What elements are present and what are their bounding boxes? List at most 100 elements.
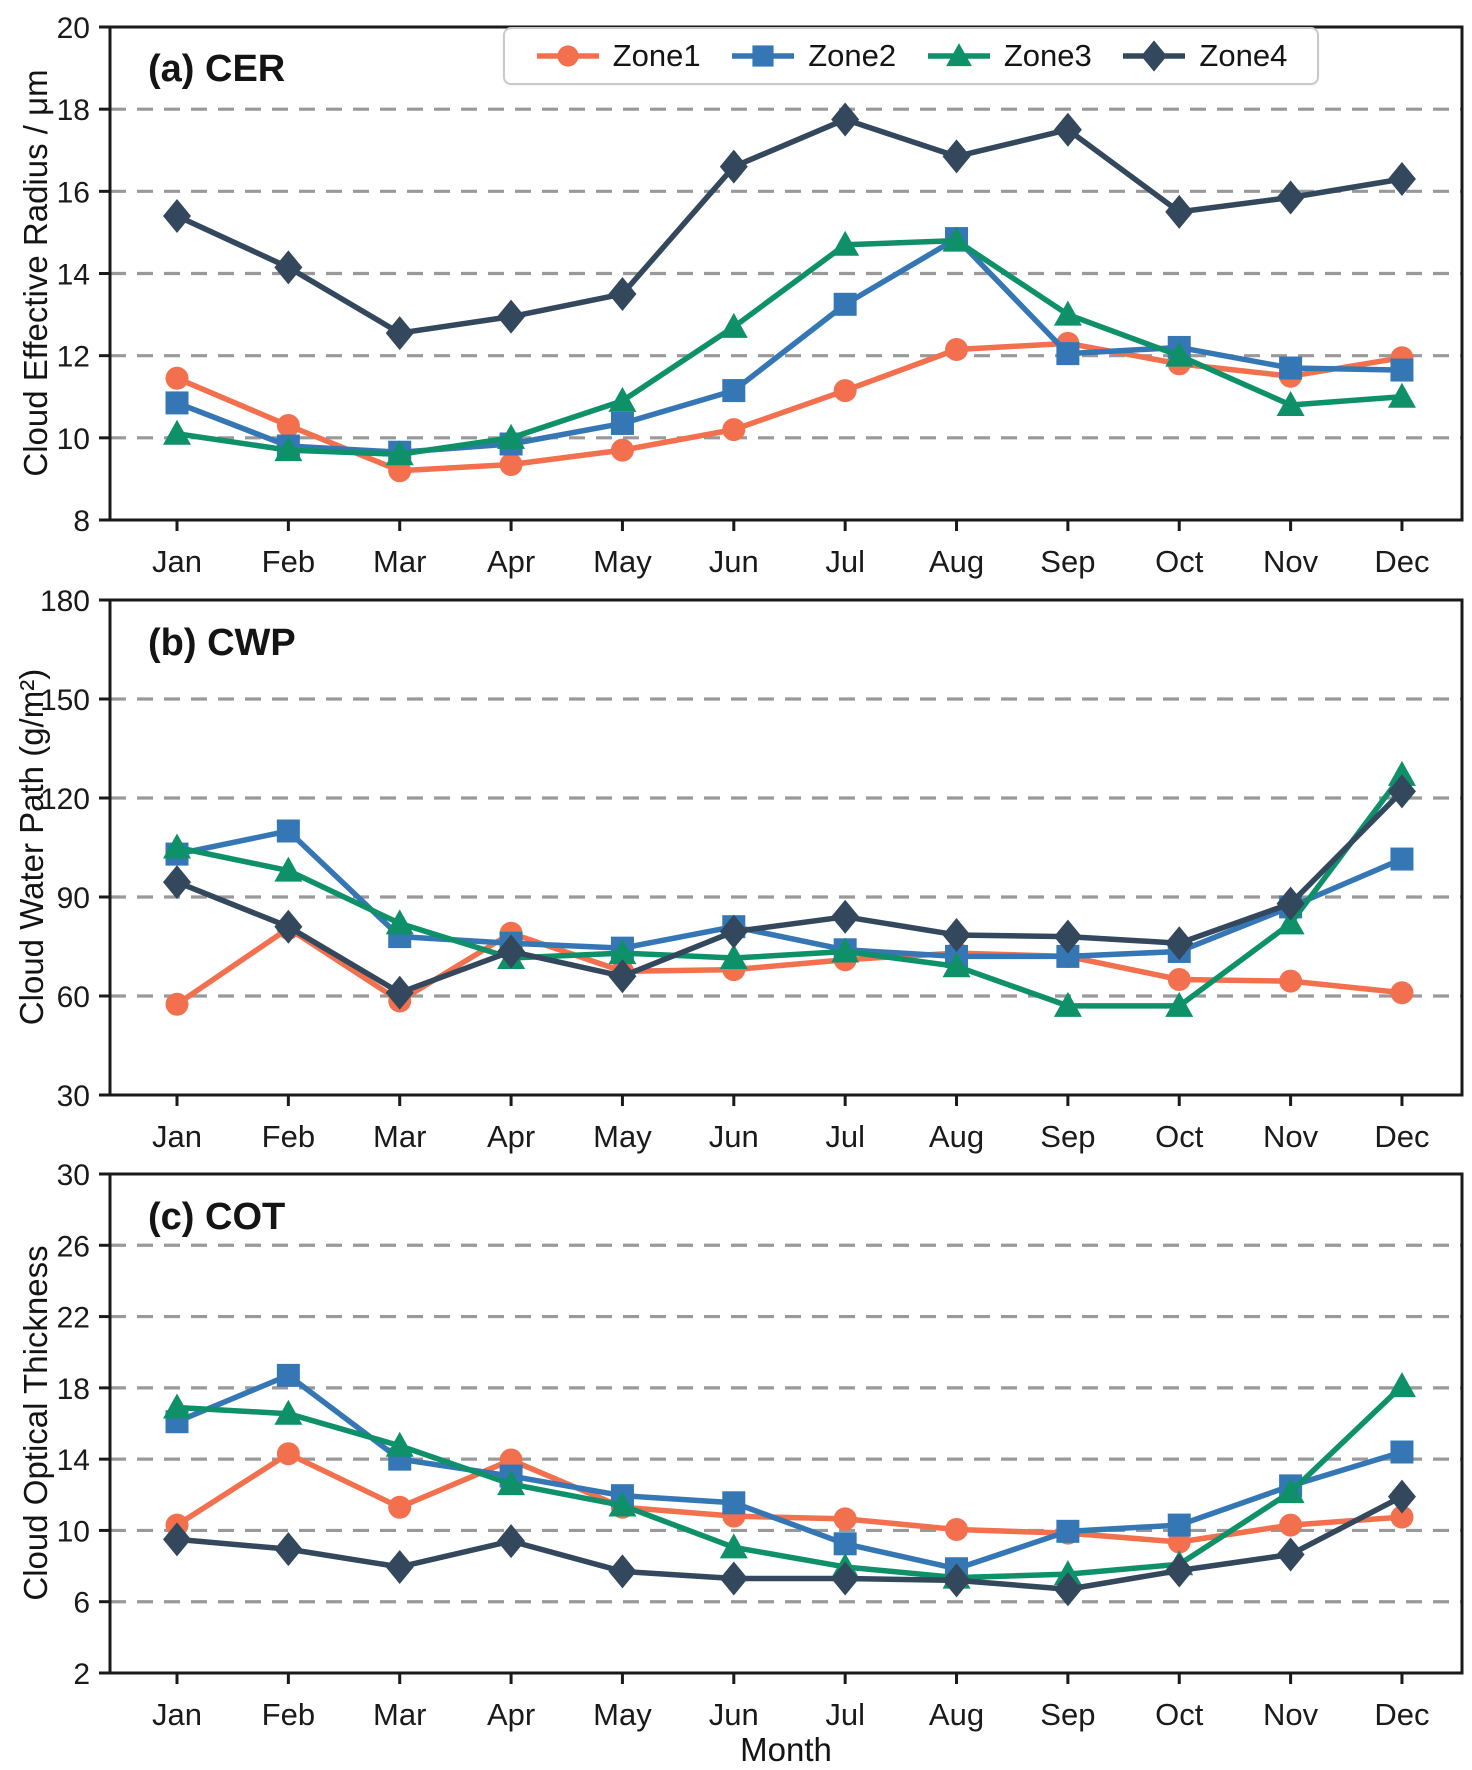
x-tick-label: Jun [709, 544, 759, 579]
marker-diamond [1387, 162, 1416, 197]
marker-triangle [1387, 1372, 1416, 1398]
marker-diamond [1276, 180, 1305, 215]
x-tick-label: Feb [262, 1119, 315, 1154]
y-tick-label: 30 [57, 1159, 90, 1192]
y-tick-label: 30 [57, 1080, 90, 1113]
marker-square [276, 819, 300, 843]
panel-cer: 8 10 12 14 16 18 20 Jan Feb Mar Apr May Jun Jul Aug Sep… [57, 12, 1464, 579]
marker-square [1279, 356, 1303, 380]
marker-triangle [608, 386, 637, 412]
marker-triangle [1276, 909, 1305, 935]
marker-circle [499, 453, 523, 477]
marker-triangle [831, 937, 860, 963]
marker-diamond [497, 299, 526, 334]
marker-square [833, 292, 857, 316]
x-tick-label: Nov [1263, 1697, 1319, 1732]
marker-triangle [1053, 991, 1082, 1017]
series-line-zone1 [174, 925, 1405, 1007]
marker-diamond [942, 139, 971, 174]
marker-diamond [1165, 194, 1194, 229]
marker-triangle [163, 1393, 191, 1419]
x-tick-label: Aug [929, 1697, 984, 1732]
marker-diamond [942, 917, 971, 952]
y-axis-ticks: 8 10 12 14 16 18 20 [57, 12, 110, 538]
marker-circle [1167, 968, 1191, 991]
marker-triangle [1165, 341, 1194, 367]
panel-a-title: (a) CER [148, 48, 286, 90]
series-line-zone3 [174, 237, 1405, 458]
marker-diamond [1387, 1479, 1416, 1514]
panel-b-title: (b) CWP [148, 622, 296, 664]
x-tick-label: Jan [152, 544, 202, 579]
x-tick-label: Aug [929, 544, 984, 579]
y-tick-label: 8 [73, 505, 90, 538]
x-tick-label: Jun [709, 1119, 759, 1154]
marker-diamond [385, 316, 414, 351]
x-tick-label: Nov [1263, 1119, 1319, 1154]
marker-triangle [1387, 382, 1416, 408]
marker-diamond [274, 1532, 303, 1567]
marker-diamond [163, 198, 191, 233]
marker-circle [610, 438, 634, 462]
marker-diamond [163, 865, 191, 900]
marker-circle [276, 1442, 300, 1466]
y-tick-label: 18 [57, 1373, 90, 1406]
marker-square [1167, 1513, 1191, 1537]
x-tick-label: Aug [929, 1119, 984, 1154]
marker-circle [833, 379, 857, 403]
legend-entry-zone2: Zone2 [730, 37, 896, 75]
x-tick-label: Jan [152, 1119, 202, 1154]
marker-square [833, 1532, 857, 1556]
marker-square [1056, 342, 1080, 366]
x-tick-label: Apr [487, 544, 535, 579]
marker-circle [722, 418, 746, 442]
x-tick-label: Apr [487, 1697, 535, 1732]
series-line-zone3 [174, 772, 1405, 1009]
marker-square [752, 45, 774, 67]
legend-marker-triangle-icon [927, 43, 990, 67]
legend-entry-zone1: Zone1 [535, 37, 701, 75]
y-tick-label: 10 [57, 423, 90, 456]
legend-marker-diamond-icon [1123, 40, 1186, 72]
y-tick-label: 20 [57, 12, 90, 45]
x-tick-label: Jan [152, 1697, 202, 1732]
marker-triangle [163, 419, 191, 445]
marker-diamond [1053, 919, 1082, 954]
marker-triangle [274, 856, 303, 882]
marker-diamond [385, 975, 414, 1010]
marker-circle [1390, 1505, 1414, 1529]
x-tick-label: May [593, 1697, 652, 1732]
marker-triangle [831, 230, 860, 256]
marker-triangle [385, 909, 414, 935]
marker-diamond [1387, 774, 1416, 809]
marker-triangle [1276, 1478, 1305, 1504]
marker-circle [557, 45, 579, 67]
marker-triangle [942, 952, 971, 978]
x-tick-label: Mar [373, 1119, 426, 1154]
series-line-zone3 [174, 1383, 1405, 1581]
series-markers-zone3 [163, 760, 1416, 1017]
series-markers-zone4 [163, 1479, 1416, 1607]
axes-box [108, 1172, 1464, 1675]
series-markers-zone2 [165, 1363, 1414, 1581]
marker-triangle [274, 436, 303, 462]
marker-square [276, 1363, 300, 1387]
marker-diamond [274, 250, 303, 285]
marker-diamond [497, 934, 526, 969]
marker-square [610, 411, 634, 435]
series-line-zone2 [174, 1372, 1405, 1572]
marker-square [1056, 1519, 1080, 1543]
legend-label: Zone4 [1199, 38, 1288, 73]
marker-diamond [608, 277, 637, 312]
marker-diamond [608, 959, 637, 994]
marker-triangle [497, 1470, 526, 1496]
marker-triangle [385, 440, 414, 466]
marker-circle [388, 1495, 412, 1519]
marker-square [1390, 1440, 1414, 1464]
x-tick-label: May [593, 544, 652, 579]
marker-circle [945, 338, 969, 362]
x-tick-label: Feb [262, 544, 315, 579]
legend-marker-circle-icon [536, 45, 599, 67]
